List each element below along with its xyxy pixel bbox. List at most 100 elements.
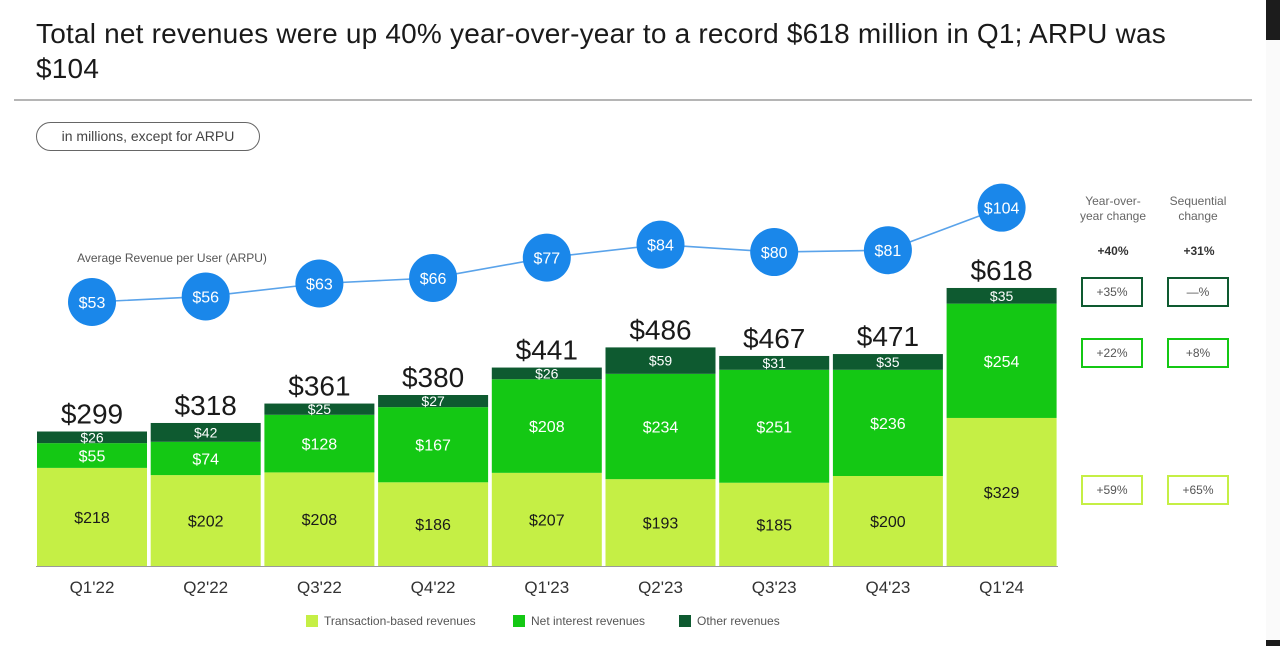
legend-net-interest-swatch [513, 615, 525, 627]
x-tick-q223: Q2'23 [638, 578, 683, 597]
bar-transaction-q323 [719, 482, 830, 566]
label-other-q123: $26 [535, 365, 559, 381]
bar-net-interest-q322 [264, 414, 375, 473]
legend-transaction-label: Transaction-based revenues [324, 614, 476, 628]
bar-transaction-q422 [378, 482, 489, 566]
label-other-q223: $59 [649, 353, 673, 369]
bar-transaction-q322 [264, 472, 375, 566]
label-transaction-q322: $208 [302, 512, 338, 529]
yoy-header-line1: Year-over- [1085, 194, 1141, 208]
bar-transaction-q124 [946, 417, 1057, 566]
legend-net-interest: Net interest revenues [513, 613, 645, 629]
label-transaction-q422: $186 [415, 517, 451, 534]
label-other-q322: $25 [308, 401, 332, 417]
bar-net-interest-q122 [37, 443, 147, 468]
net-interest-seq-change: +8% [1167, 338, 1229, 368]
label-other-q422: $27 [421, 393, 445, 409]
label-transaction-q423: $200 [870, 514, 906, 531]
total-label-q222: $318 [175, 390, 237, 421]
bar-other-q323 [719, 355, 830, 370]
label-net-interest-q422: $167 [415, 438, 451, 455]
arpu-point-q322 [295, 259, 344, 308]
bar-transaction-q223 [605, 479, 716, 566]
arpu-point-q122 [68, 278, 116, 326]
total-seq-change: +31% [1183, 244, 1215, 258]
label-net-interest-q322: $128 [302, 437, 338, 454]
arpu-label-q124: $104 [984, 201, 1020, 218]
seq-header-line2: change [1178, 209, 1218, 223]
total-label-q323: $467 [743, 323, 805, 354]
label-net-interest-q123: $208 [529, 419, 565, 436]
bar-other-q123 [491, 367, 602, 380]
legend-other-label: Other revenues [697, 614, 780, 628]
bar-other-q223 [605, 347, 716, 374]
bar-net-interest-q222 [150, 441, 261, 476]
slide-title: Total net revenues were up 40% year-over… [36, 18, 1166, 84]
bar-net-interest-q123 [491, 379, 602, 473]
label-transaction-q123: $207 [529, 512, 565, 529]
arpu-point-q422 [409, 253, 458, 302]
net-interest-yoy-change: +22% [1081, 338, 1143, 368]
legend-net-interest-label: Net interest revenues [531, 614, 646, 628]
label-net-interest-q222: $74 [192, 451, 219, 468]
arpu-label-q422: $66 [420, 271, 447, 288]
label-transaction-q124: $329 [984, 485, 1020, 502]
legend-other: Other revenues [679, 613, 780, 629]
legend-other-swatch [679, 615, 691, 627]
label-net-interest-q423: $236 [870, 416, 906, 433]
arpu-point-q223 [636, 220, 685, 269]
bar-other-q122 [37, 431, 147, 444]
x-tick-q322: Q3'22 [297, 578, 342, 597]
bar-other-q423 [832, 354, 943, 370]
label-net-interest-q124: $254 [984, 354, 1020, 371]
seq-column-header: Sequential change [1158, 194, 1238, 224]
x-tick-q123: Q1'23 [524, 578, 569, 597]
x-tick-q323: Q3'23 [752, 578, 797, 597]
bar-net-interest-q423 [832, 369, 943, 476]
total-label-q123: $441 [516, 335, 578, 366]
arpu-point-q323 [750, 228, 799, 277]
label-transaction-q222: $202 [188, 514, 224, 531]
bar-net-interest-q422 [378, 407, 489, 483]
arpu-point-q222 [181, 272, 230, 321]
total-label-q423: $471 [857, 321, 919, 352]
transaction-yoy-change: +59% [1081, 475, 1143, 505]
label-other-q323: $31 [763, 355, 787, 371]
yoy-column-header: Year-over- year change [1072, 194, 1154, 224]
title-divider [14, 99, 1252, 101]
bar-other-q222 [150, 422, 261, 442]
x-tick-q422: Q4'22 [411, 578, 456, 597]
legend-transaction: Transaction-based revenues [306, 613, 476, 629]
label-other-q122: $26 [80, 429, 104, 445]
label-net-interest-q323: $251 [756, 419, 792, 436]
arpu-label-q222: $56 [192, 289, 219, 306]
total-yoy-change: +40% [1097, 244, 1129, 258]
total-label-q422: $380 [402, 362, 464, 393]
label-net-interest-q122: $55 [79, 449, 106, 466]
yoy-header-line2: year change [1079, 209, 1147, 223]
legend-transaction-swatch [306, 615, 318, 627]
bar-other-q422 [378, 395, 489, 408]
total-label-q322: $361 [288, 371, 350, 402]
label-transaction-q223: $193 [643, 516, 679, 533]
arpu-label-q223: $84 [647, 238, 674, 255]
arpu-label-q322: $63 [306, 277, 333, 294]
label-net-interest-q223: $234 [643, 420, 679, 437]
bar-transaction-q123 [491, 472, 602, 566]
label-other-q423: $35 [876, 354, 900, 370]
arpu-label-q123: $77 [533, 251, 560, 268]
label-transaction-q122: $218 [74, 510, 110, 527]
x-tick-q122: Q1'22 [70, 578, 115, 597]
label-other-q222: $42 [194, 424, 218, 440]
bar-other-q124 [946, 287, 1057, 304]
bar-transaction-q222 [150, 475, 261, 566]
x-tick-q423: Q4'23 [865, 578, 910, 597]
units-pill: in millions, except for ARPU [36, 122, 260, 151]
bar-net-interest-q323 [719, 369, 830, 483]
arpu-axis-label: Average Revenue per User (ARPU) [77, 251, 267, 265]
transaction-seq-change: +65% [1167, 475, 1229, 505]
x-tick-q124: Q1'24 [979, 578, 1024, 597]
seq-header-line1: Sequential [1169, 194, 1227, 208]
